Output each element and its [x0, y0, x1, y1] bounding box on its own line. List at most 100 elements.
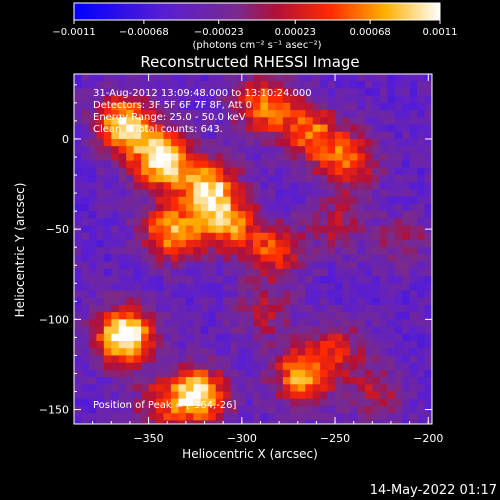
heatmap-cell — [357, 225, 366, 234]
heatmap-cell — [364, 153, 373, 162]
heatmap-cell — [253, 384, 262, 393]
heatmap-cell — [178, 312, 187, 320]
heatmap-cell — [349, 239, 359, 248]
heatmap-cell — [297, 391, 306, 400]
heatmap-cell — [357, 211, 366, 219]
heatmap-cell — [163, 283, 172, 292]
heatmap-cell — [223, 189, 232, 198]
heatmap-cell — [260, 239, 269, 248]
heatmap-cell — [156, 160, 165, 169]
heatmap-cell — [253, 312, 262, 320]
heatmap-cell — [394, 413, 403, 421]
heatmap-cell — [342, 74, 351, 82]
heatmap-cell — [163, 102, 172, 111]
colorbar-tick-label: −0.0011 — [52, 27, 95, 38]
heatmap-cell — [200, 124, 209, 133]
heatmap-cell — [133, 398, 142, 407]
heatmap-cell — [267, 377, 276, 385]
heatmap-cell — [372, 160, 381, 169]
heatmap-cell — [223, 261, 232, 270]
heatmap-cell — [394, 146, 403, 154]
heatmap-cell — [297, 211, 306, 219]
heatmap-cell — [118, 348, 127, 357]
heatmap-cell — [253, 319, 262, 328]
heatmap-cell — [253, 203, 262, 212]
heatmap-cell — [297, 420, 306, 424]
heatmap-cell — [111, 175, 120, 183]
heatmap-cell — [178, 110, 187, 118]
heatmap-cell — [81, 88, 90, 97]
heatmap-cell — [364, 413, 373, 421]
heatmap-cell — [215, 189, 224, 198]
heatmap-cell — [111, 369, 120, 378]
heatmap-cell — [267, 420, 276, 424]
heatmap-cell — [320, 261, 329, 270]
heatmap-cell — [126, 261, 135, 270]
heatmap-cell — [111, 283, 120, 292]
heatmap-cell — [163, 182, 172, 191]
heatmap-cell — [327, 196, 336, 205]
heatmap-cell — [320, 405, 329, 414]
heatmap-cell — [118, 88, 127, 97]
heatmap-cell — [424, 189, 432, 198]
heatmap-cell — [424, 247, 432, 256]
heatmap-cell — [290, 203, 299, 212]
heatmap-cell — [96, 146, 105, 154]
heatmap-cell — [200, 268, 209, 277]
heatmap-cell — [402, 102, 411, 111]
heatmap-cell — [349, 211, 359, 219]
heatmap-cell — [170, 276, 180, 284]
heatmap-cell — [320, 124, 329, 133]
heatmap-cell — [253, 182, 262, 191]
heatmap-cell — [364, 333, 373, 342]
heatmap-cell — [290, 232, 299, 241]
heatmap-cell — [185, 153, 194, 162]
heatmap-cell — [282, 319, 291, 328]
heatmap-cell — [215, 196, 224, 205]
heatmap-cell — [364, 225, 373, 234]
heatmap-cell — [163, 377, 172, 385]
heatmap-cell — [111, 261, 120, 270]
heatmap-cell — [409, 88, 418, 97]
heatmap-cell — [193, 341, 202, 349]
heatmap-cell — [141, 196, 150, 205]
heatmap-cell — [327, 341, 336, 349]
heatmap-cell — [387, 283, 396, 292]
heatmap-cell — [208, 153, 217, 162]
heatmap-cell — [387, 232, 396, 241]
heatmap-cell — [185, 146, 194, 154]
heatmap-cell — [215, 348, 224, 357]
heatmap-cell — [424, 312, 432, 320]
heatmap-cell — [402, 196, 411, 205]
heatmap-cell — [282, 124, 291, 133]
heatmap-cell — [81, 254, 90, 263]
heatmap-cell — [96, 420, 105, 424]
heatmap-cell — [394, 276, 403, 284]
heatmap-cell — [126, 341, 135, 349]
heatmap-cell — [327, 189, 336, 198]
heatmap-cell — [208, 276, 217, 284]
heatmap-cell — [320, 189, 329, 198]
heatmap-cell — [349, 413, 359, 421]
heatmap-cell — [364, 405, 373, 414]
heatmap-cell — [96, 211, 105, 219]
heatmap-cell — [379, 211, 388, 219]
heatmap-cell — [424, 232, 432, 241]
heatmap-cell — [267, 182, 276, 191]
heatmap-cell — [148, 124, 157, 133]
heatmap-cell — [409, 290, 418, 299]
heatmap-cell — [178, 203, 187, 212]
heatmap-cell — [88, 369, 97, 378]
heatmap-cell — [297, 261, 306, 270]
heatmap-cell — [185, 268, 194, 277]
heatmap-cell — [148, 413, 157, 421]
heatmap-cell — [238, 276, 247, 284]
heatmap-cell — [193, 391, 202, 400]
heatmap-cell — [283, 428, 291, 436]
heatmap-cell — [156, 333, 165, 342]
heatmap-cell — [178, 304, 187, 313]
heatmap-cell — [133, 355, 142, 364]
heatmap-cell — [432, 218, 440, 226]
heatmap-cell — [424, 110, 432, 118]
heatmap-cell — [379, 312, 388, 320]
